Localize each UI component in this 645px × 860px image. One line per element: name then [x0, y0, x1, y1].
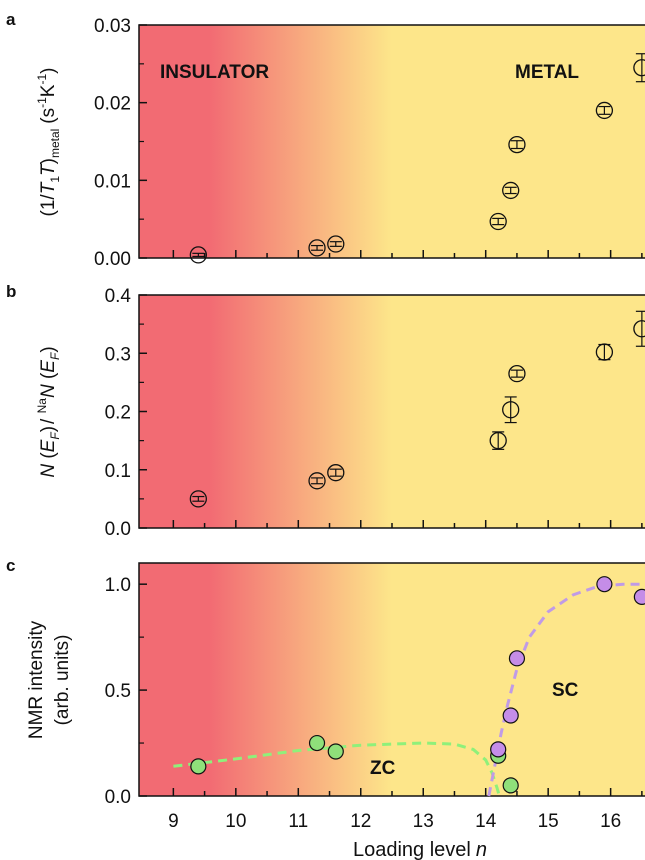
data-point-sc	[596, 576, 613, 593]
y-tick-label: 0.1	[105, 461, 131, 482]
insulator-label: INSULATOR	[160, 62, 269, 83]
y-tick-label: 0.03	[94, 16, 131, 37]
y-tick-label: 0.0	[105, 787, 131, 808]
data-point-sc	[490, 741, 507, 758]
data-point	[595, 343, 614, 361]
data-point	[489, 212, 507, 231]
data-point	[595, 101, 614, 120]
x-tick-label: 10	[225, 811, 246, 832]
data-point-sc	[502, 707, 519, 724]
panel-a-letter: a	[6, 10, 16, 29]
panel-b: b N (EF)/ NaN (EF) 0.0 0.1 0.2 0.3 0.4	[6, 282, 645, 540]
y-tick-label: 0.01	[94, 171, 131, 192]
data-point	[189, 490, 207, 508]
y-tick-label: 0.4	[105, 286, 132, 307]
x-tick-label: 9	[168, 811, 179, 832]
x-tick-label: 11	[288, 811, 308, 832]
data-point	[308, 239, 326, 257]
x-tick-label: 14	[475, 811, 497, 832]
zc-label: ZC	[370, 758, 396, 779]
data-point	[508, 135, 526, 154]
data-point	[327, 235, 345, 253]
data-point	[189, 246, 207, 264]
panel-c-letter: c	[6, 556, 15, 575]
data-point	[308, 472, 326, 490]
data-point	[633, 320, 645, 338]
metal-label: METAL	[515, 62, 579, 83]
sc-label: SC	[552, 680, 579, 701]
y-tick-label: 1.0	[105, 575, 131, 596]
panel-b-letter: b	[6, 282, 16, 301]
data-point	[327, 464, 345, 482]
data-point	[633, 59, 645, 77]
data-point	[502, 181, 520, 200]
panel-c-ylabel-line2: (arb. units)	[52, 635, 73, 726]
data-point	[489, 431, 507, 450]
panel-c: c ZC SC NMR intensity (arb. units) 0.0 0.…	[6, 556, 645, 808]
y-tick-label: 0.2	[105, 403, 131, 424]
panel-a: a INSULATOR METAL (1/T1T)metal(s-1K-1) 0…	[6, 10, 645, 270]
x-tick-label: 12	[350, 811, 371, 832]
x-tick-label: 15	[538, 811, 559, 832]
panel-c-ylabel-line1: NMR intensity	[26, 620, 47, 739]
panel-a-ylabel: (1/T1T)metal(s-1K-1)	[35, 68, 62, 217]
x-axis-tick-labels: 9 10 11 12 13 14 15 16	[168, 811, 621, 832]
data-point-sc	[508, 650, 526, 667]
data-point-zc	[190, 758, 207, 775]
y-tick-label: 0.02	[94, 94, 131, 115]
y-tick-label: 0.0	[105, 519, 131, 540]
panel-a-background	[139, 25, 645, 258]
data-point-zc	[308, 734, 326, 752]
data-point-zc	[327, 743, 344, 760]
data-point-zc	[502, 777, 519, 794]
y-tick-label: 0.5	[105, 681, 131, 702]
data-point	[508, 364, 526, 383]
y-tick-label: 0.3	[105, 344, 131, 365]
panel-b-background	[139, 295, 645, 528]
x-axis-label: Loading level n	[353, 839, 487, 860]
x-tick-label: 13	[413, 811, 434, 832]
data-point	[502, 401, 520, 419]
x-tick-label: 16	[600, 811, 621, 832]
panel-b-ylabel: N (EF)/ NaN (EF)	[35, 346, 62, 477]
data-point-sc	[633, 588, 645, 605]
y-tick-label: 0.00	[94, 249, 131, 270]
